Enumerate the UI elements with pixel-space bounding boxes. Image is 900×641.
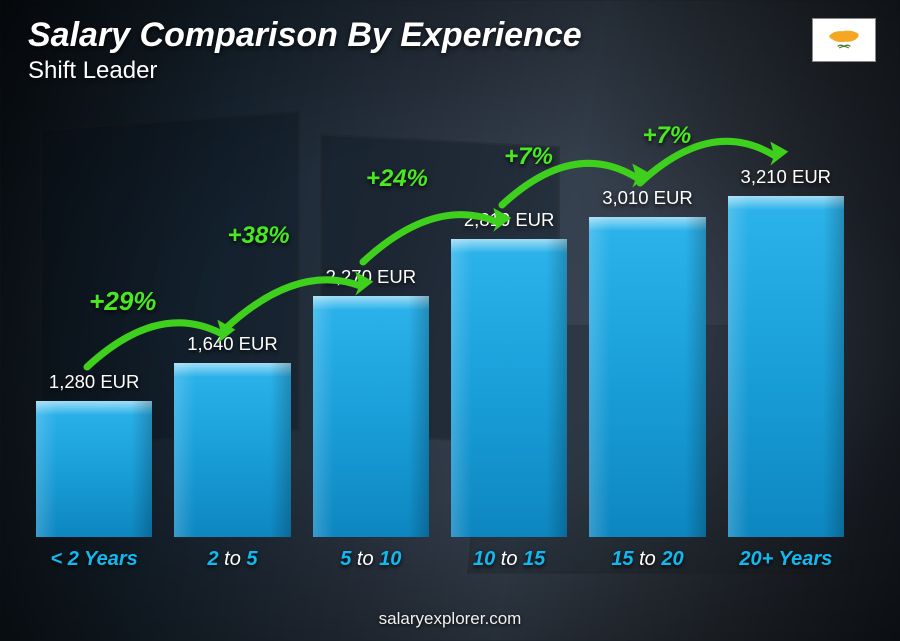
bar-column: +29%1,640 EUR [174,333,290,537]
percent-increase: +7% [642,122,691,150]
header: Salary Comparison By Experience Shift Le… [28,16,872,85]
x-axis-label: < 2 Years [36,548,152,571]
bar-column: +38%2,270 EUR [313,266,429,537]
salary-bar [451,239,567,537]
salary-bar [589,217,705,537]
bars-container: 1,280 EUR+29%1,640 EUR+38%2,270 EUR+24%2… [30,100,850,537]
percent-increase: +7% [504,143,553,171]
footer-credit: salaryexplorer.com [0,609,900,629]
percent-increase: +29% [89,286,156,317]
bar-column: +7%3,210 EUR [728,166,844,537]
salary-bar [36,401,152,537]
x-axis-label: 15 to 20 [589,548,705,571]
bar-column: 1,280 EUR [36,371,152,537]
page-subtitle: Shift Leader [28,57,872,85]
salary-chart: 1,280 EUR+29%1,640 EUR+38%2,270 EUR+24%2… [30,100,850,571]
x-axis-label: 2 to 5 [174,548,290,571]
bar-column: +7%3,010 EUR [589,187,705,537]
page-title: Salary Comparison By Experience [28,16,872,55]
x-axis-label: 10 to 15 [451,548,567,571]
salary-bar [174,363,290,537]
x-axis: < 2 Years 2 to 5 5 to 10 10 to 15 15 to 20 20… [30,548,850,571]
percent-increase: +38% [228,222,290,250]
x-axis-label: 20+ Years [728,548,844,571]
cyprus-flag-icon [820,24,868,56]
percent-increase: +24% [366,165,428,193]
x-axis-label: 5 to 10 [313,548,429,571]
bar-column: +24%2,810 EUR [451,209,567,537]
salary-bar [728,196,844,537]
country-flag [812,18,876,62]
